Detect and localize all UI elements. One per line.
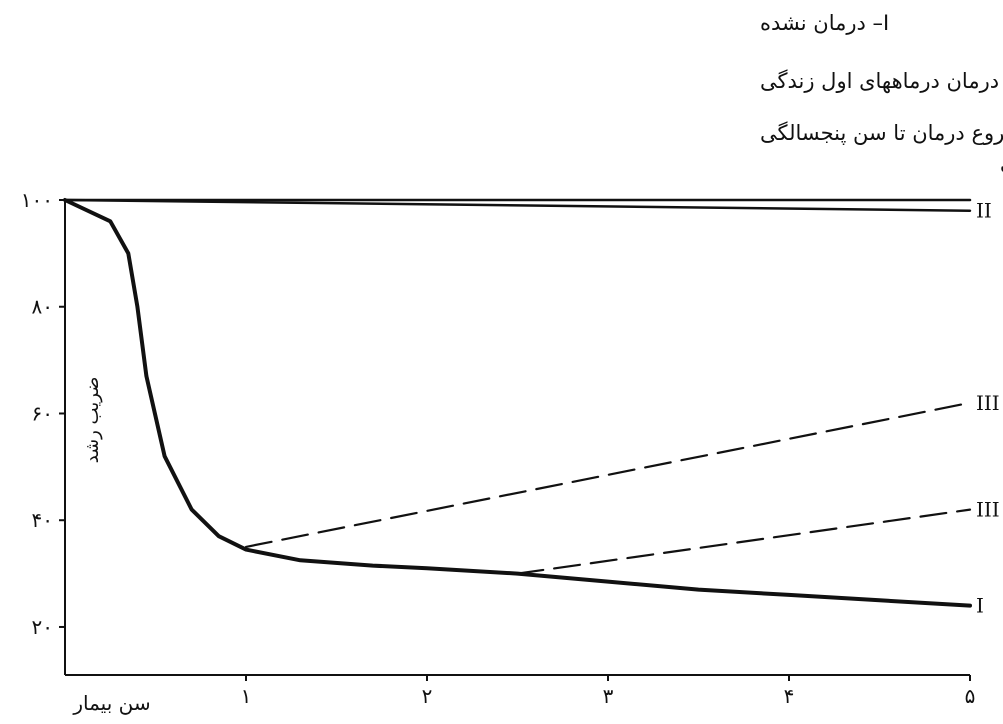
y-tick-label: ۴۰ xyxy=(32,508,53,532)
series-label: II xyxy=(976,199,992,223)
x-tick-label: ۵ xyxy=(965,684,976,708)
x-tick-label: ۴ xyxy=(784,684,795,708)
x-tick-label: ۱ xyxy=(241,684,252,708)
legend-entry-3: III–شروع درمان تا سن پنجسالگی xyxy=(760,121,1003,145)
series-line-4 xyxy=(516,508,972,575)
y-tick-label: ۶۰ xyxy=(32,401,53,425)
y-tick-label: ۸۰ xyxy=(32,295,53,319)
series-label: III xyxy=(976,391,1000,415)
legend-entry-2: II–شروع درمان درماههای اول زندگی xyxy=(760,69,1003,93)
series-line-2 xyxy=(63,198,972,608)
x-tick-label: ۳ xyxy=(603,684,614,708)
series-label: I xyxy=(976,594,984,618)
y-tick-label: ۱۰۰ xyxy=(21,188,53,212)
series-label: طبیعی xyxy=(1000,151,1003,175)
series-layer xyxy=(63,198,972,608)
series-line-3 xyxy=(244,401,972,549)
x-tick-label: ۲ xyxy=(422,684,433,708)
axes xyxy=(64,200,970,676)
ticks: ۲۰ ۴۰ ۶۰ ۸۰ ۱۰۰ ۱ ۲ ۳ ۴ ۵ xyxy=(21,188,976,708)
x-axis-title: سن بیمار xyxy=(72,691,150,715)
series-line-1 xyxy=(63,198,972,212)
y-tick-label: ۲۰ xyxy=(32,615,53,639)
legend: I– درمان نشده II–شروع درمان درماههای اول… xyxy=(760,11,1003,145)
legend-entry-1: I– درمان نشده xyxy=(760,11,889,35)
series-labels: طبیعیIIIIIIIII xyxy=(976,151,1003,618)
series-label: III xyxy=(976,498,1000,522)
y-axis-title: ضریب رشد xyxy=(82,377,103,464)
